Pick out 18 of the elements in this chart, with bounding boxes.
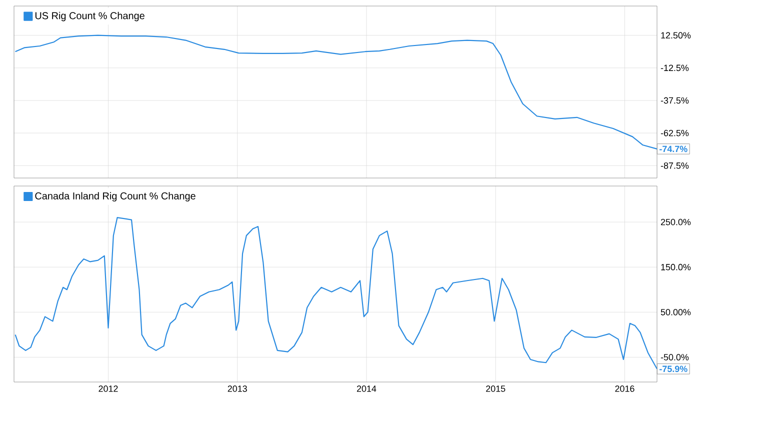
y-tick-label: 12.50% [661, 32, 691, 39]
y-tick-label: -87.5% [660, 162, 689, 169]
x-tick-label: 2016 [615, 386, 634, 392]
y-tick-label: 250.0% [660, 218, 691, 226]
x-tick-label: 2015 [486, 386, 506, 392]
y-tick-label: 50.00% [660, 308, 691, 316]
data-label: -75.9% [660, 366, 688, 372]
y-tick-label: -50.0% [660, 354, 689, 360]
y-tick-label: -12.5% [660, 64, 689, 72]
x-tick-label: 2012 [98, 386, 118, 392]
y-tick-label: -62.5% [660, 130, 689, 136]
legend-label: US Rig Count % Change [35, 12, 144, 22]
y-tick-label: 150.0% [661, 264, 691, 270]
data-label: -74.7% [660, 146, 688, 152]
y-tick-label: -37.5% [660, 97, 689, 104]
legend-label: Canada Inland Rig Count % Change [35, 192, 196, 202]
x-tick-label: 2014 [356, 386, 376, 392]
x-tick-label: 2013 [228, 386, 247, 392]
